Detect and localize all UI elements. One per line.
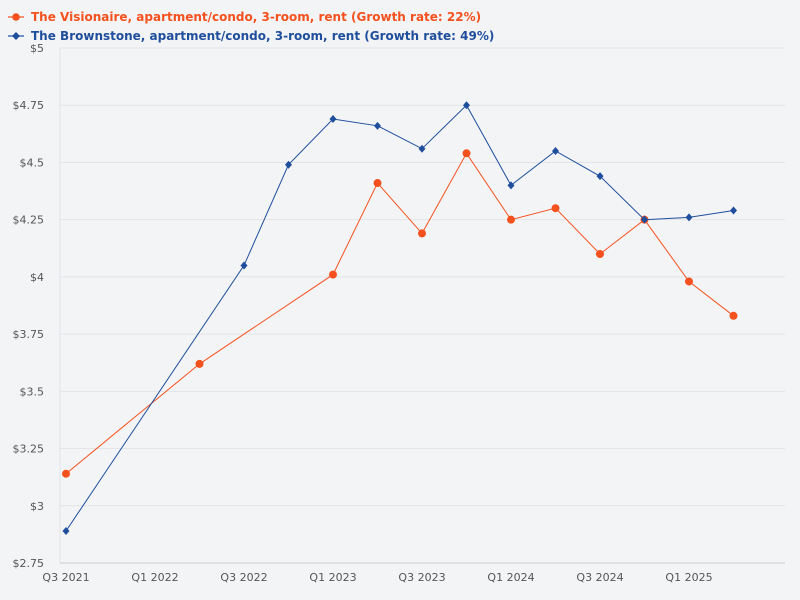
data-point[interactable] <box>685 213 693 222</box>
x-tick-label: Q1 2025 <box>665 571 712 584</box>
data-point[interactable] <box>462 149 471 158</box>
y-tick-label: $4 <box>30 271 44 284</box>
legend-label-visionaire: The Visionaire, apartment/condo, 3-room,… <box>31 10 481 24</box>
y-tick-label: $4.25 <box>13 214 45 227</box>
x-tick-label: Q3 2023 <box>398 571 445 584</box>
y-tick-label: $4.5 <box>20 156 45 169</box>
data-point[interactable] <box>507 215 515 224</box>
x-tick-label: Q1 2022 <box>131 571 178 584</box>
data-point[interactable] <box>418 229 426 238</box>
data-point[interactable] <box>285 160 292 169</box>
data-point[interactable] <box>685 277 693 286</box>
y-tick-label: $3.25 <box>13 443 45 456</box>
legend-label-brownstone: The Brownstone, apartment/condo, 3-room,… <box>31 29 494 43</box>
y-gridlines <box>60 47 785 564</box>
y-tick-label: $5 <box>30 42 44 55</box>
y-tick-label: $3.5 <box>20 385 45 398</box>
legend-diamond-marker-icon <box>12 32 20 40</box>
data-point[interactable] <box>552 147 559 155</box>
data-point[interactable] <box>596 250 604 258</box>
data-point[interactable] <box>329 114 337 123</box>
x-tick-label: Q1 2023 <box>309 571 356 584</box>
x-tick-label: Q1 2024 <box>487 571 534 584</box>
series-line <box>65 104 734 532</box>
data-point[interactable] <box>374 121 381 130</box>
data-point[interactable] <box>240 261 248 270</box>
data-point[interactable] <box>730 206 737 215</box>
y-tick-label: $4.75 <box>13 99 45 112</box>
series-0 <box>62 149 738 478</box>
data-point[interactable] <box>463 101 470 110</box>
data-point[interactable] <box>329 270 337 279</box>
legend-circle-marker-icon <box>12 13 20 21</box>
data-point[interactable] <box>418 144 426 153</box>
y-tick-label: $3.75 <box>13 328 45 341</box>
y-tick-label: $2.75 <box>13 557 45 570</box>
y-axis-ticks: $2.75 $3 $3.25 $3.5 $3.75 $4 $4.25 $4.5 $4.75 $5 <box>13 42 45 570</box>
data-point[interactable] <box>641 215 648 224</box>
series-1 <box>62 101 737 535</box>
data-point[interactable] <box>62 526 70 535</box>
series-group <box>62 101 738 535</box>
data-point[interactable] <box>62 469 70 478</box>
data-point[interactable] <box>507 181 515 190</box>
data-point[interactable] <box>596 172 604 181</box>
legend-item-visionaire[interactable]: The Visionaire, apartment/condo, 3-room,… <box>8 10 481 24</box>
data-point[interactable] <box>195 359 204 368</box>
x-tick-label: Q3 2024 <box>576 571 623 584</box>
x-axis-ticks: Q3 2021 Q1 2022 Q3 2022 Q1 2023 Q3 2023 Q1 20… <box>42 571 712 584</box>
legend[interactable]: The Visionaire, apartment/condo, 3-room,… <box>8 10 494 43</box>
x-tick-label: Q3 2021 <box>42 571 89 584</box>
data-point[interactable] <box>373 179 382 188</box>
legend-item-brownstone[interactable]: The Brownstone, apartment/condo, 3-room,… <box>8 29 494 43</box>
series-line <box>65 152 734 475</box>
data-point[interactable] <box>551 204 560 213</box>
y-tick-label: $3 <box>30 500 44 513</box>
x-tick-label: Q3 2022 <box>220 571 267 584</box>
data-point[interactable] <box>729 311 738 320</box>
